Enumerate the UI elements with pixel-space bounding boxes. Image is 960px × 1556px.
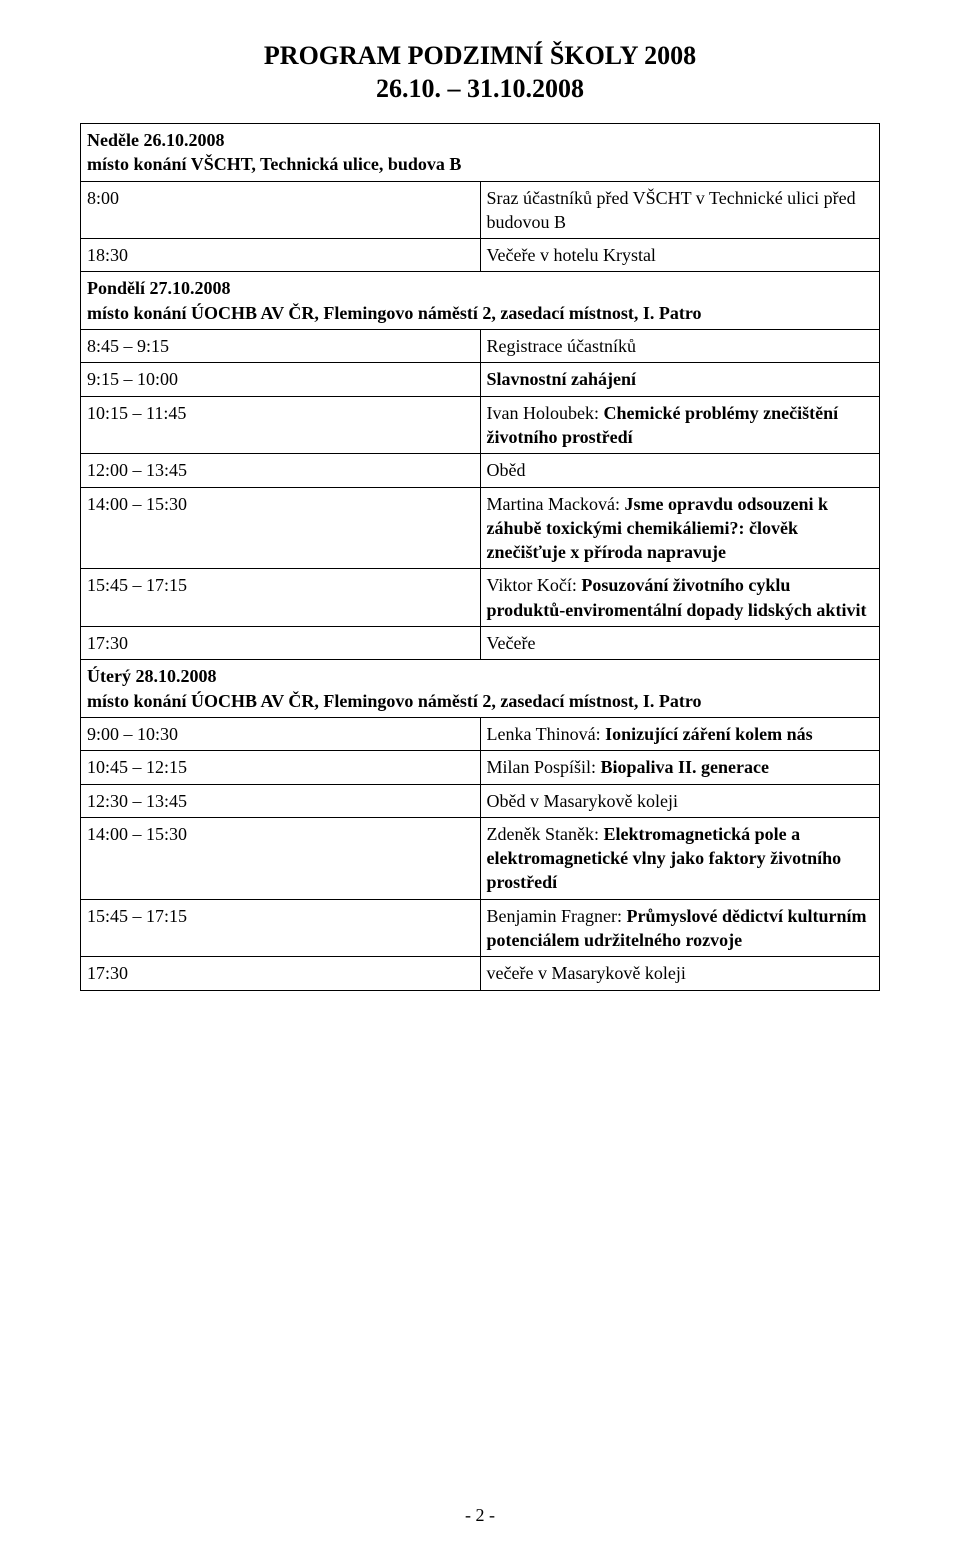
document-title: PROGRAM PODZIMNÍ ŠKOLY 2008 26.10. – 31.… (80, 40, 880, 105)
description-cell: Sraz účastníků před VŠCHT v Technické ul… (480, 181, 880, 239)
section-heading-row: Neděle 26.10.2008 místo konání VŠCHT, Tec… (81, 124, 880, 182)
time-cell: 10:45 – 12:15 (81, 751, 481, 784)
table-row: 18:30 Večeře v hotelu Krystal (81, 239, 880, 272)
description-prefix: Viktor Kočí: (487, 575, 582, 595)
time-cell: 15:45 – 17:15 (81, 899, 481, 957)
time-cell: 17:30 (81, 957, 481, 990)
table-row: 8:00Sraz účastníků před VŠCHT v Technick… (81, 181, 880, 239)
section-heading-line2: místo konání VŠCHT, Technická ulice, bud… (87, 154, 461, 174)
time-cell: 14:00 – 15:30 (81, 817, 481, 899)
title-line1: PROGRAM PODZIMNÍ ŠKOLY 2008 (264, 41, 696, 70)
schedule-table: Neděle 26.10.2008 místo konání VŠCHT, Tec… (80, 123, 880, 991)
description-text: večeře v Masarykově koleji (487, 963, 686, 983)
table-row: 12:00 – 13:45 Oběd (81, 454, 880, 487)
description-cell: Benjamin Fragner: Průmyslové dědictví ku… (480, 899, 880, 957)
description-cell: Večeře (480, 627, 880, 660)
section-heading-line2: místo konání ÚOCHB AV ČR, Flemingovo nám… (87, 691, 702, 711)
time-cell: 17:30 (81, 627, 481, 660)
description-text: Registrace účastníků (487, 336, 636, 356)
table-row: 9:15 – 10:00 Slavnostní zahájení (81, 363, 880, 396)
description-cell: Ivan Holoubek: Chemické problémy znečišt… (480, 396, 880, 454)
table-row: 15:45 – 17:15Benjamin Fragner: Průmyslov… (81, 899, 880, 957)
description-cell: Oběd v Masarykově koleji (480, 784, 880, 817)
description-cell: Oběd (480, 454, 880, 487)
page-number: - 2 - (0, 1505, 960, 1526)
description-cell: Zdeněk Staněk: Elektromagnetická pole a … (480, 817, 880, 899)
page-container: PROGRAM PODZIMNÍ ŠKOLY 2008 26.10. – 31.… (0, 0, 960, 1556)
time-cell: 9:15 – 10:00 (81, 363, 481, 396)
time-cell: 12:00 – 13:45 (81, 454, 481, 487)
description-cell: Martina Macková: Jsme opravdu odsouzeni … (480, 487, 880, 569)
description-prefix: Zdeněk Staněk: (487, 824, 604, 844)
table-row: 14:00 – 15:30Martina Macková: Jsme oprav… (81, 487, 880, 569)
description-cell: Lenka Thinová: Ionizující záření kolem n… (480, 717, 880, 750)
description-bold: Ionizující záření kolem nás (605, 724, 813, 744)
section-heading-line1: Úterý 28.10.2008 (87, 666, 216, 686)
section-heading-row: Úterý 28.10.2008 místo konání ÚOCHB AV ČR… (81, 660, 880, 718)
section-heading-cell: Pondělí 27.10.2008 místo konání ÚOCHB AV … (81, 272, 880, 330)
description-cell: večeře v Masarykově koleji (480, 957, 880, 990)
description-cell: Milan Pospíšil: Biopaliva II. generace (480, 751, 880, 784)
description-cell: Viktor Kočí: Posuzování životního cyklu … (480, 569, 880, 627)
description-text: Večeře (487, 633, 536, 653)
description-bold: Biopaliva II. generace (601, 757, 770, 777)
table-row: 9:00 – 10:30Lenka Thinová: Ionizující zá… (81, 717, 880, 750)
time-cell: 18:30 (81, 239, 481, 272)
time-cell: 10:15 – 11:45 (81, 396, 481, 454)
table-row: 17:30 večeře v Masarykově koleji (81, 957, 880, 990)
description-prefix: Lenka Thinová: (487, 724, 606, 744)
section-heading-line2: místo konání ÚOCHB AV ČR, Flemingovo nám… (87, 303, 702, 323)
time-cell: 12:30 – 13:45 (81, 784, 481, 817)
time-cell: 14:00 – 15:30 (81, 487, 481, 569)
section-heading-line1: Neděle 26.10.2008 (87, 130, 224, 150)
description-prefix: Benjamin Fragner: (487, 906, 627, 926)
time-cell: 9:00 – 10:30 (81, 717, 481, 750)
table-row: 15:45 – 17:15Viktor Kočí: Posuzování živ… (81, 569, 880, 627)
section-heading-row: Pondělí 27.10.2008 místo konání ÚOCHB AV … (81, 272, 880, 330)
description-prefix: Martina Macková: (487, 494, 625, 514)
description-text: Oběd v Masarykově koleji (487, 791, 678, 811)
description-cell: Večeře v hotelu Krystal (480, 239, 880, 272)
description-cell: Registrace účastníků (480, 330, 880, 363)
schedule-body: Neděle 26.10.2008 místo konání VŠCHT, Tec… (81, 124, 880, 991)
table-row: 12:30 – 13:45 Oběd v Masarykově koleji (81, 784, 880, 817)
table-row: 8:45 – 9:15 Registrace účastníků (81, 330, 880, 363)
table-row: 17:30 Večeře (81, 627, 880, 660)
description-bold: Slavnostní zahájení (487, 369, 637, 389)
description-prefix: Ivan Holoubek: (487, 403, 604, 423)
description-text: Sraz účastníků před VŠCHT v Technické ul… (487, 188, 856, 232)
description-cell: Slavnostní zahájení (480, 363, 880, 396)
time-cell: 15:45 – 17:15 (81, 569, 481, 627)
time-cell: 8:00 (81, 181, 481, 239)
table-row: 10:15 – 11:45Ivan Holoubek: Chemické pro… (81, 396, 880, 454)
section-heading-cell: Úterý 28.10.2008 místo konání ÚOCHB AV ČR… (81, 660, 880, 718)
description-text: Oběd (487, 460, 526, 480)
table-row: 14:00 – 15:30Zdeněk Staněk: Elektromagne… (81, 817, 880, 899)
section-heading-cell: Neděle 26.10.2008 místo konání VŠCHT, Tec… (81, 124, 880, 182)
description-prefix: Milan Pospíšil: (487, 757, 601, 777)
section-heading-line1: Pondělí 27.10.2008 (87, 278, 231, 298)
table-row: 10:45 – 12:15Milan Pospíšil: Biopaliva I… (81, 751, 880, 784)
time-cell: 8:45 – 9:15 (81, 330, 481, 363)
title-line2: 26.10. – 31.10.2008 (376, 74, 584, 103)
description-text: Večeře v hotelu Krystal (487, 245, 656, 265)
